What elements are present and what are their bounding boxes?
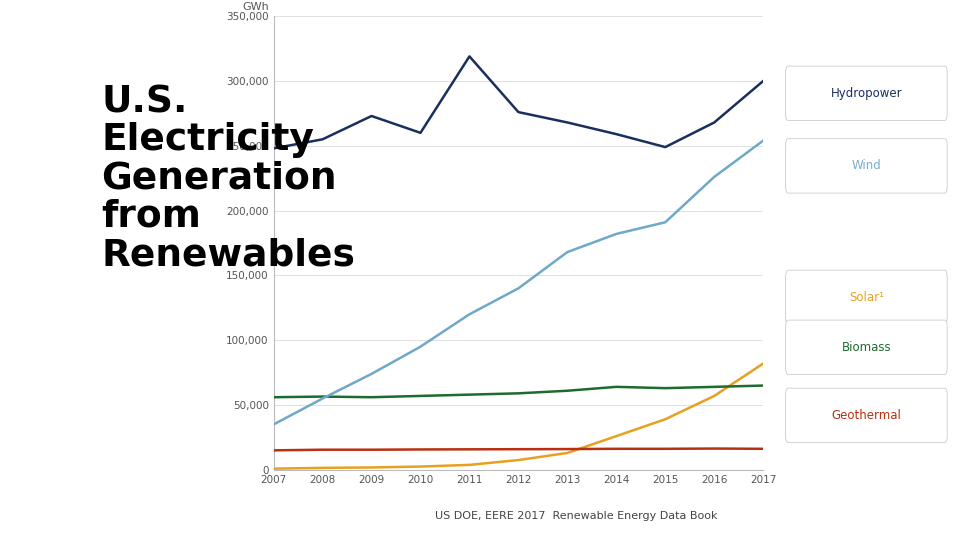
Text: Exploring Wind - 2020  ©The NEED Project: Exploring Wind - 2020 ©The NEED Project (29, 515, 281, 528)
Text: U.S.
Electricity
Generation
from
Renewables: U.S. Electricity Generation from Renewab… (101, 84, 355, 273)
FancyBboxPatch shape (785, 270, 948, 325)
Text: Wind: Wind (852, 159, 881, 172)
Text: GWh: GWh (242, 2, 269, 12)
Text: Solar¹: Solar¹ (849, 291, 884, 304)
Text: Geothermal: Geothermal (831, 409, 901, 422)
Text: Biomass: Biomass (842, 341, 891, 354)
Text: US DOE, EERE 2017  Renewable Energy Data Book: US DOE, EERE 2017 Renewable Energy Data … (435, 511, 717, 521)
FancyBboxPatch shape (785, 66, 948, 120)
FancyBboxPatch shape (785, 139, 948, 193)
FancyBboxPatch shape (785, 320, 948, 375)
Text: Hydropower: Hydropower (830, 87, 902, 100)
FancyBboxPatch shape (785, 388, 948, 443)
